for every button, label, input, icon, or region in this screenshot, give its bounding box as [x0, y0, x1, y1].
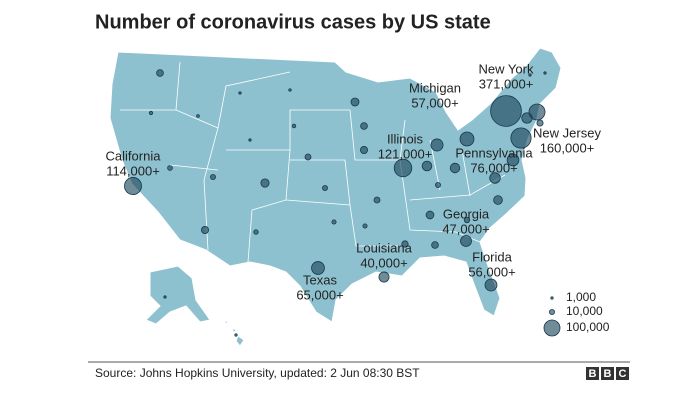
bubble — [156, 69, 164, 77]
bubble — [490, 95, 522, 127]
bubble — [248, 138, 252, 142]
logo-box — [616, 367, 629, 380]
bubble — [331, 219, 337, 225]
bubble — [350, 97, 360, 107]
bubble — [196, 114, 200, 118]
value-label: 371,000+ — [479, 76, 534, 91]
value-label: 160,000+ — [540, 140, 595, 155]
bubble — [373, 196, 381, 204]
bubble — [528, 103, 546, 121]
bubble — [210, 174, 216, 180]
bubble — [163, 295, 167, 299]
logo-letter: C — [619, 368, 627, 380]
state-label: Louisiana — [356, 240, 412, 255]
state-label: New York — [479, 61, 534, 76]
bubble — [431, 241, 439, 249]
title: Number of coronavirus cases by US state — [95, 11, 491, 33]
bubble — [401, 240, 409, 248]
bubble — [493, 195, 503, 205]
legend-label: 1,000 — [566, 290, 596, 304]
state-label: Illinois — [387, 131, 424, 146]
bubble — [543, 71, 547, 75]
bubble — [360, 122, 368, 130]
state-label: Texas — [303, 272, 337, 287]
bubble — [124, 177, 142, 195]
state-label: Pennsylvania — [455, 145, 533, 160]
bubble — [489, 172, 501, 184]
state-borders — [120, 61, 506, 263]
state-label: Georgia — [443, 206, 490, 221]
bubble — [362, 223, 368, 229]
bubble — [378, 271, 390, 283]
bubble — [536, 119, 544, 127]
bubble — [425, 210, 435, 220]
bubble — [430, 138, 444, 152]
bubble — [393, 158, 413, 178]
logo-letter: B — [604, 368, 612, 380]
bubbles — [124, 69, 547, 337]
alaska — [145, 265, 211, 325]
legend-bubble — [543, 319, 561, 337]
source: Source: Johns Hopkins University, update… — [95, 366, 420, 380]
bubble — [238, 91, 242, 95]
bubble — [435, 182, 441, 188]
state-label: New Jersey — [533, 125, 601, 140]
bubble — [459, 131, 475, 147]
bubble — [253, 229, 259, 235]
logo-box — [601, 367, 614, 380]
bubble — [506, 153, 520, 167]
bubble — [291, 123, 297, 129]
bubble — [148, 110, 154, 116]
bubble — [510, 127, 532, 149]
value-label: 121,000+ — [378, 146, 433, 161]
bubble — [449, 162, 461, 174]
logo-box — [586, 367, 599, 380]
bubble — [304, 153, 312, 161]
bubble — [528, 73, 532, 77]
bubble — [463, 216, 471, 224]
legend-bubble — [549, 309, 555, 315]
logo-letter: B — [589, 368, 597, 380]
hawaii — [222, 318, 245, 347]
value-label: 76,000+ — [470, 160, 517, 175]
bubble — [421, 160, 433, 172]
value-label: 65,000+ — [296, 287, 343, 302]
bubble — [288, 88, 292, 92]
value-label: 56,000+ — [468, 264, 515, 279]
bubble — [322, 185, 328, 191]
bubble — [484, 278, 498, 292]
state-label: Florida — [472, 249, 513, 264]
bubble — [311, 261, 325, 275]
legend-label: 10,000 — [566, 304, 603, 318]
state-label: California — [106, 148, 162, 163]
bubble — [360, 146, 368, 154]
bubble — [201, 226, 209, 234]
value-label: 57,000+ — [411, 95, 458, 110]
bubble — [234, 333, 238, 337]
value-label: 40,000+ — [360, 255, 407, 270]
state-label: Michigan — [409, 80, 461, 95]
legend-bubble — [550, 296, 554, 300]
legend-label: 100,000 — [566, 320, 610, 334]
value-label: 47,000+ — [442, 221, 489, 236]
bubble — [260, 178, 270, 188]
bubble — [167, 165, 173, 171]
bubble — [460, 235, 472, 247]
value-label: 114,000+ — [106, 163, 160, 178]
